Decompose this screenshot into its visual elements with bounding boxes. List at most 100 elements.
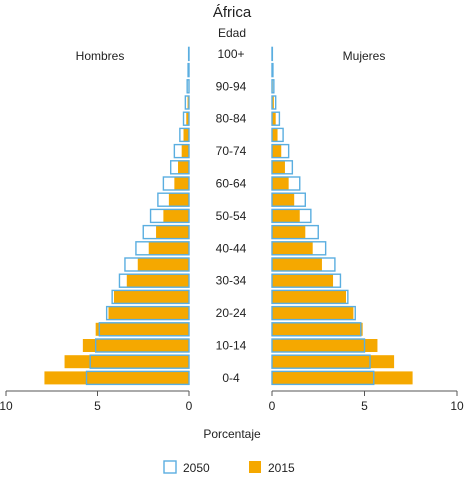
bar-2050-hombres-85-89 <box>184 95 190 110</box>
bar-2050-mujeres-55-59 <box>271 192 306 207</box>
bar-2050-hombres-65-69 <box>169 160 190 175</box>
x-tick-label-mujeres-0: 0 <box>269 399 276 413</box>
x-tick-label-mujeres-5: 5 <box>361 399 368 413</box>
bar-2050-mujeres-10-14 <box>271 338 366 353</box>
bar-2050-mujeres-50-54 <box>271 208 312 224</box>
bar-2015-hombres-15-19 <box>95 322 189 336</box>
bar-2050-mujeres-95-99 <box>271 62 274 78</box>
bar-2050-mujeres-20-24 <box>271 305 356 321</box>
bar-2050-hombres-70-74 <box>173 143 190 159</box>
bar-2015-mujeres-65-69 <box>272 160 285 174</box>
bar-2050-hombres-75-79 <box>179 127 190 143</box>
bar-2050-hombres-45-49 <box>142 224 190 240</box>
legend-swatch-2050 <box>163 460 177 474</box>
bar-2015-mujeres-15-19 <box>272 322 363 336</box>
x-tick-label-hombres-5: 5 <box>94 399 101 413</box>
bar-2015-hombres-65-69 <box>178 160 189 174</box>
bar-2015-hombres-5-9 <box>64 355 189 369</box>
bar-2050-mujeres-80-84 <box>271 111 281 126</box>
bar-2050-mujeres-70-74 <box>271 143 290 159</box>
bar-2050-hombres-30-34 <box>118 273 190 288</box>
bar-2015-hombres-80-84 <box>186 112 189 126</box>
age-tick-40-44: 40-44 <box>216 241 247 255</box>
bar-2050-mujeres-85-89 <box>271 95 277 110</box>
bar-2015-hombres-35-39 <box>137 258 189 271</box>
bar-2050-hombres-25-29 <box>111 289 190 305</box>
bar-2050-mujeres-60-64 <box>271 176 301 191</box>
bar-2015-mujeres-20-24 <box>272 306 354 320</box>
bar-2015-mujeres-70-74 <box>272 144 282 158</box>
bar-2050-hombres-95-99 <box>187 62 190 78</box>
age-tick-60-64: 60-64 <box>216 177 247 191</box>
age-tick-70-74: 70-74 <box>216 144 247 158</box>
bar-2050-hombres-90-94 <box>186 79 190 94</box>
bar-2015-mujeres-0-4 <box>272 371 413 385</box>
legend: 2050 2015 <box>163 460 295 475</box>
bar-2015-hombres-85-89 <box>187 96 189 109</box>
bar-2050-mujeres-40-44 <box>271 241 327 256</box>
bar-2015-mujeres-35-39 <box>272 258 322 271</box>
bar-2050-hombres-50-54 <box>149 208 190 224</box>
bar-2050-hombres-55-59 <box>157 192 190 207</box>
bar-2050-hombres-35-39 <box>124 257 190 272</box>
bar-2050-mujeres-30-34 <box>271 273 342 288</box>
bar-2015-mujeres-60-64 <box>272 177 289 190</box>
bar-2015-hombres-30-34 <box>126 274 189 288</box>
bar-2015-mujeres-80-84 <box>272 112 276 126</box>
bar-2050-mujeres-25-29 <box>271 289 349 305</box>
bar-2050-mujeres-90-94 <box>271 79 275 94</box>
hombres-label: Hombres <box>76 49 125 63</box>
chart-title: África <box>213 4 252 21</box>
age-tick-10-14: 10-14 <box>216 339 247 353</box>
bar-2015-hombres-60-64 <box>174 177 189 190</box>
bar-2015-mujeres-10-14 <box>272 339 378 352</box>
bar-2050-mujeres-15-19 <box>271 322 362 337</box>
bar-2015-hombres-40-44 <box>148 241 189 255</box>
bar-2015-hombres-10-14 <box>82 339 189 352</box>
bar-2050-mujeres-5-9 <box>271 354 371 369</box>
bar-2050-hombres-40-44 <box>135 241 190 256</box>
bars-group <box>44 46 413 386</box>
bar-2015-mujeres-5-9 <box>272 355 395 369</box>
x-tick-label-mujeres-10: 10 <box>450 399 464 413</box>
bar-2015-hombres-75-79 <box>183 128 189 142</box>
bar-2015-hombres-45-49 <box>156 225 189 239</box>
bar-2015-hombres-25-29 <box>113 290 189 304</box>
age-tick-labels: 0-4 10-14 20-24 30-34 40-44 50-54 60-64 70-74 80… <box>216 47 247 385</box>
x-axis-label: Porcentaje <box>203 427 261 441</box>
bar-2015-mujeres-55-59 <box>272 193 295 207</box>
bar-2015-hombres-70-74 <box>181 144 189 158</box>
age-tick-90-94: 90-94 <box>216 79 247 93</box>
bar-2050-mujeres-45-49 <box>271 224 319 240</box>
age-tick-30-34: 30-34 <box>216 274 247 288</box>
age-axis-label: Edad <box>218 26 246 40</box>
x-tick-label-hombres-10: 10 <box>0 399 13 413</box>
bar-2050-hombres-15-19 <box>98 322 190 337</box>
bar-2050-hombres-5-9 <box>89 354 190 369</box>
bar-2015-mujeres-40-44 <box>272 241 313 255</box>
bar-2050-mujeres-35-39 <box>271 257 336 272</box>
age-tick-50-54: 50-54 <box>216 209 247 223</box>
bar-2050-hombres-20-24 <box>105 305 190 321</box>
bar-2050-hombres-60-64 <box>162 176 190 191</box>
age-tick-0-4: 0-4 <box>222 371 240 385</box>
age-tick-80-84: 80-84 <box>216 112 247 126</box>
legend-label-2050: 2050 <box>183 461 210 475</box>
bar-2050-mujeres-0-4 <box>271 370 375 386</box>
bar-2015-mujeres-75-79 <box>272 128 278 142</box>
bar-2015-hombres-55-59 <box>168 193 189 207</box>
bar-2015-mujeres-50-54 <box>272 209 300 223</box>
bar-2015-hombres-20-24 <box>108 306 189 320</box>
bar-2050-hombres-0-4 <box>85 370 190 386</box>
bar-2015-mujeres-85-89 <box>272 96 274 109</box>
age-tick-100+: 100+ <box>217 47 244 61</box>
bar-2050-hombres-10-14 <box>94 338 190 353</box>
bar-2015-mujeres-45-49 <box>272 225 306 239</box>
bar-2015-hombres-0-4 <box>44 371 190 385</box>
bar-2050-hombres-80-84 <box>182 111 190 126</box>
bar-2015-mujeres-30-34 <box>272 274 334 288</box>
legend-swatch-2015 <box>249 461 261 473</box>
bar-2015-hombres-50-54 <box>163 209 189 223</box>
x-tick-label-hombres-0: 0 <box>186 399 193 413</box>
